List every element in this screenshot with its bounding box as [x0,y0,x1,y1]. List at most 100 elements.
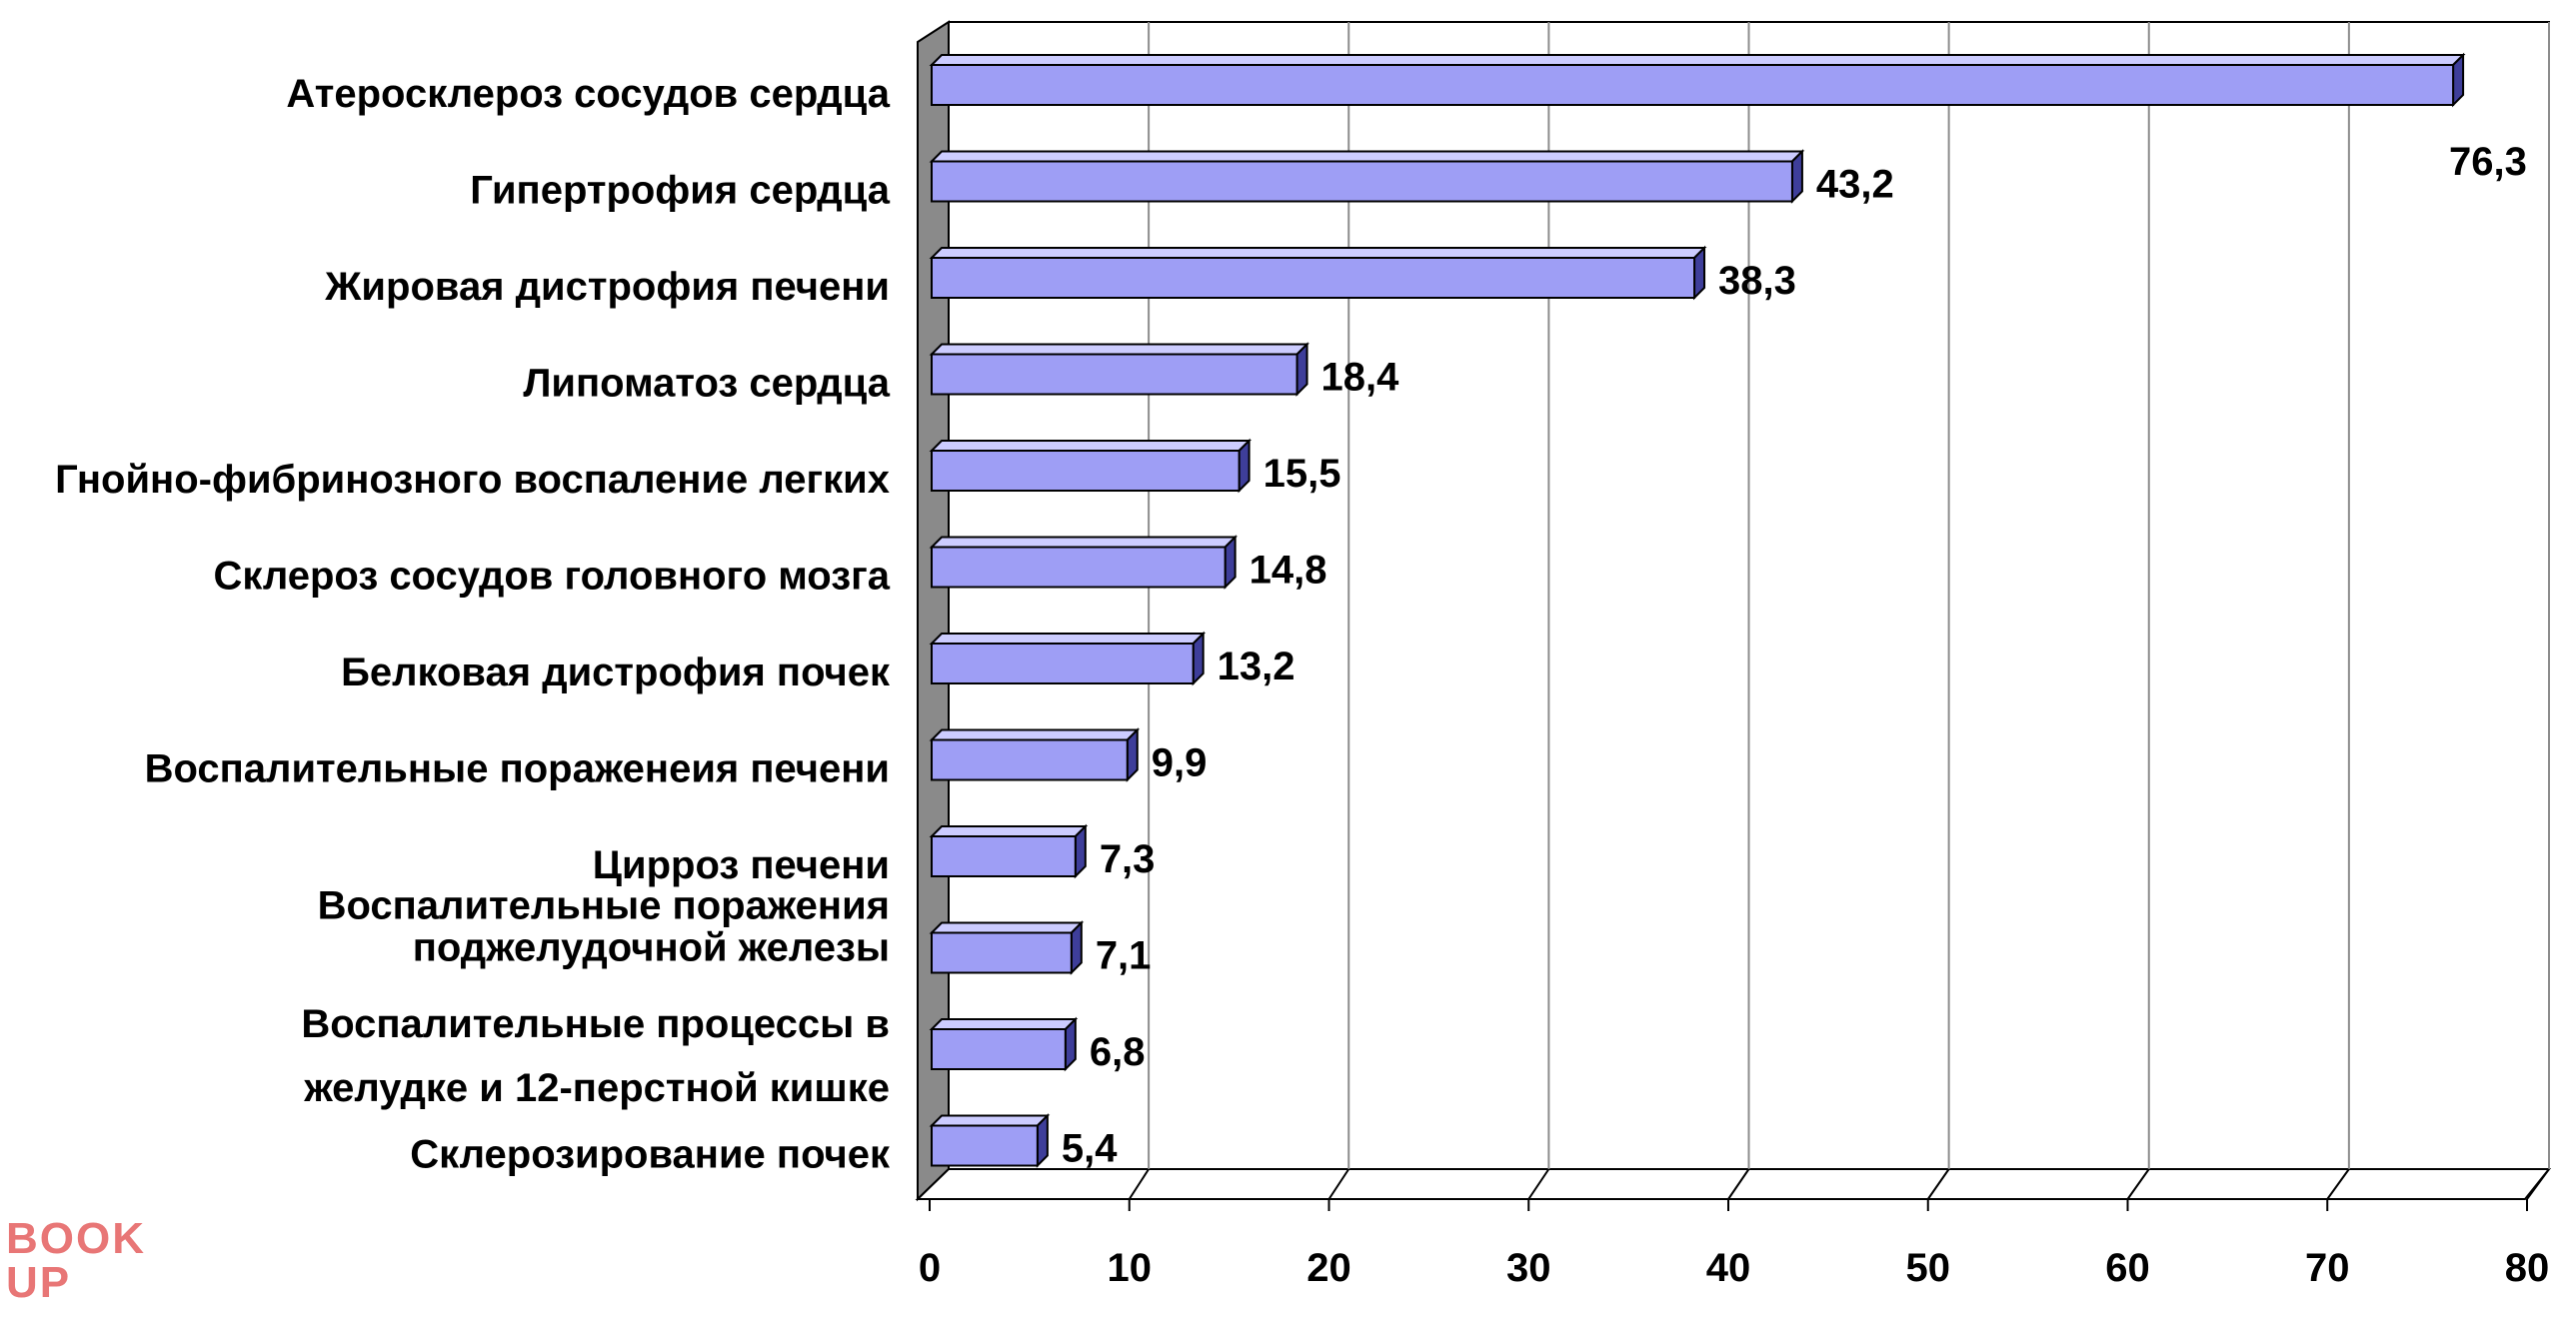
floor-line-60 [2126,1168,2150,1200]
bar-5 [929,535,1239,590]
chart-walls [915,20,2552,1202]
x-tick-label-80: 80 [2505,1246,2550,1290]
value-labels-group: 76,3 43,2 38,3 18,4 15,5 14,8 13,2 9,9 7,3 7,1 6,8… [1062,140,2527,1171]
category-label-4-0: Гнойно-фибринозного воспаление легких [55,458,890,502]
value-label-6: 13,2 [1218,645,1295,688]
bar-face-0 [931,64,2455,106]
bar-9 [929,920,1085,975]
value-label-8: 7,3 [1100,837,1156,881]
x-tick-label-10: 10 [1108,1246,1153,1290]
value-label-9: 7,1 [1096,934,1152,978]
floor-line-30 [1527,1168,1550,1200]
bar-top-10 [929,1018,1079,1030]
x-axis: 0 10 20 30 40 50 60 70 80 [919,1199,2549,1290]
bar-8 [929,823,1089,879]
bar-10 [929,1016,1079,1072]
floor [915,1168,2552,1200]
category-label-9-0: Воспалительные поражения [318,884,890,928]
x-tick-label-50: 50 [1906,1246,1951,1290]
value-label-7: 9,9 [1152,741,1208,785]
value-label-0: 76,3 [2449,140,2527,184]
category-label-1-0: Гипертрофия сердца [470,169,890,213]
bar-side-8 [1074,823,1087,879]
bar-3 [929,342,1309,397]
bar-2 [929,245,1707,301]
value-label-2: 38,3 [1718,259,1796,303]
bar-side-7 [1126,727,1139,782]
bar-top-6 [929,633,1207,645]
bar-side-1 [1790,149,1803,204]
bar-top-1 [929,150,1805,163]
value-label-4: 15,5 [1264,452,1341,496]
bar-side-5 [1224,535,1237,590]
x-tick-label-20: 20 [1306,1246,1351,1290]
bar-face-5 [931,546,1227,589]
watermark-line2: UP [6,1258,72,1307]
x-tick-label-30: 30 [1506,1246,1551,1290]
bar-face-2 [931,257,1696,299]
bar-face-4 [931,450,1241,492]
value-label-10: 6,8 [1090,1030,1146,1074]
value-label-5: 14,8 [1250,549,1327,593]
bar-face-1 [931,160,1793,203]
bar-top-5 [929,536,1239,549]
floor-line-40 [1727,1168,1750,1200]
grid-lines [1128,22,2550,1200]
bar-side-0 [2452,52,2465,108]
bar-top-2 [929,247,1707,259]
value-label-3: 18,4 [1321,356,1400,400]
floor-line-20 [1327,1168,1350,1200]
bar-side-2 [1693,245,1706,301]
bar-0 [929,52,2466,108]
category-label-6-0: Белковая дистрофия почек [341,651,891,694]
category-label-11-0: Склерозирование почек [410,1133,891,1177]
category-label-5-0: Склероз сосудов головного мозга [213,555,890,599]
x-tick-label-60: 60 [2105,1246,2150,1290]
bar-face-6 [931,643,1195,684]
bar-6 [929,631,1207,686]
floor-line-70 [2326,1168,2350,1200]
category-label-2-0: Жировая дистрофия печени [324,265,890,309]
bar-side-4 [1238,438,1251,494]
category-label-10-1: желудке и 12-перстной кишке [303,1066,890,1110]
bar-face-9 [931,931,1073,974]
value-label-11: 5,4 [1062,1127,1118,1171]
bar-face-3 [931,353,1298,396]
x-tick-label-70: 70 [2305,1246,2350,1290]
bar-face-10 [931,1028,1067,1070]
bar-7 [929,727,1141,782]
bar-1 [929,149,1805,204]
bar-side-3 [1295,342,1308,397]
bar-top-7 [929,728,1141,741]
category-label-8-0: Цирроз печени [593,843,890,887]
bar-11 [929,1113,1051,1168]
bar-side-11 [1036,1113,1049,1168]
bar-top-3 [929,343,1309,356]
bar-top-8 [929,825,1089,837]
bar-side-10 [1064,1016,1077,1072]
category-label-7-0: Воспалительные пораженеия печени [145,747,890,791]
category-labels-group: Атеросклероз сосудов сердца Гипертрофия с… [55,72,891,1177]
value-label-1: 43,2 [1816,163,1894,207]
bar-face-11 [931,1124,1039,1167]
x-tick-label-40: 40 [1706,1246,1751,1290]
category-label-0-0: Атеросклероз сосудов сердца [286,72,890,116]
floor-line-50 [1926,1168,1950,1200]
bar-top-9 [929,921,1085,934]
category-label-3-0: Липоматоз сердца [523,362,890,406]
floor-line-10 [1128,1168,1150,1200]
bars-group [929,52,2466,1168]
category-label-9-1: поджелудочной железы [413,926,890,970]
bar-face-7 [931,738,1129,781]
bar-top-0 [929,54,2466,66]
bar-4 [929,438,1253,494]
bar-top-4 [929,440,1253,452]
watermark-line1: BOOK [6,1214,146,1263]
bar-face-8 [931,835,1077,877]
bar-side-6 [1192,631,1205,686]
watermark-logo: BOOK UP [6,1217,166,1312]
x-tick-label-0: 0 [919,1246,941,1290]
floor-line-80 [2526,1168,2550,1200]
category-label-10-0: Воспалительные процессы в [301,1002,890,1046]
